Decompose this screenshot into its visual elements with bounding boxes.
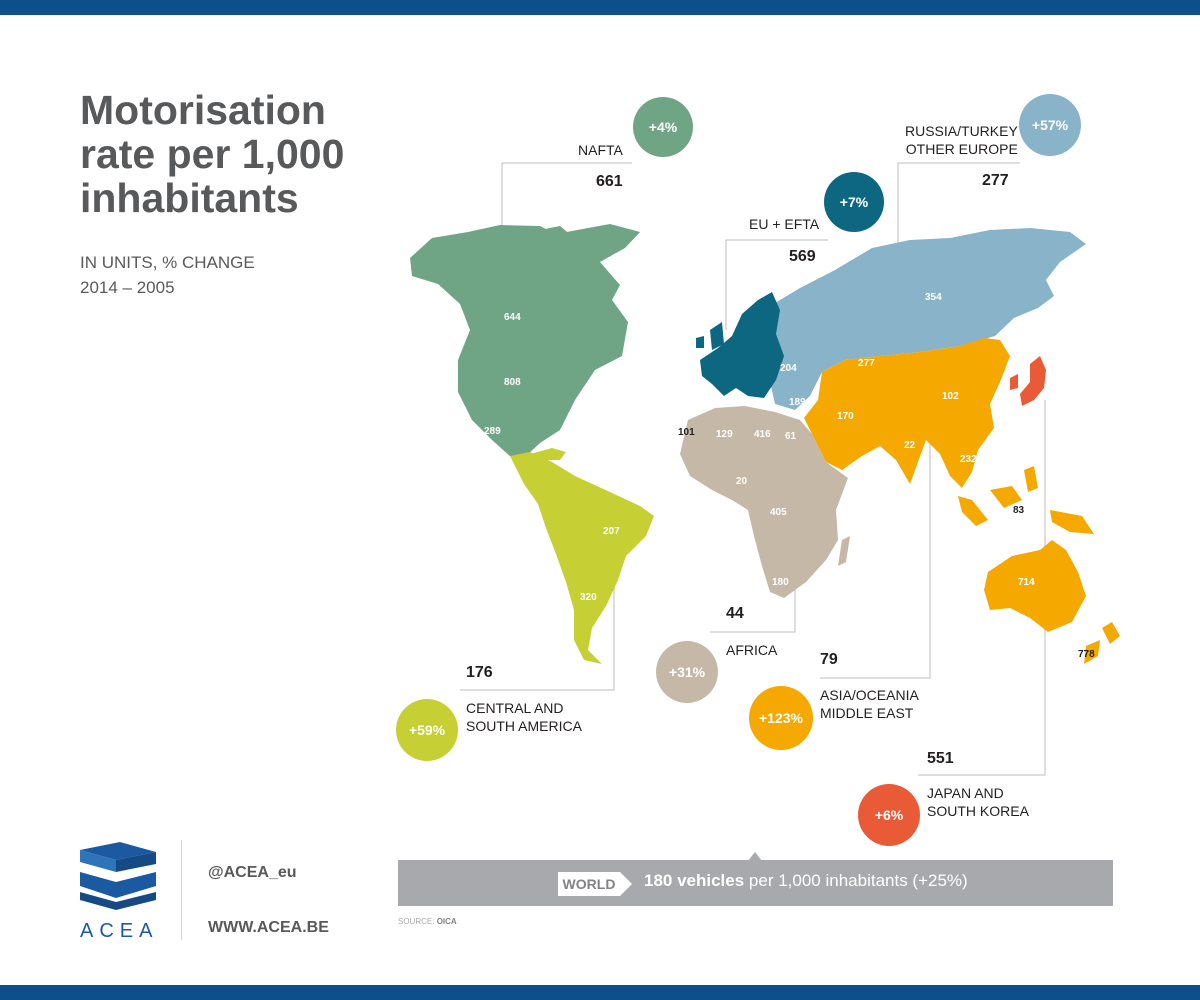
region-uk bbox=[696, 322, 724, 350]
region-australia bbox=[984, 540, 1086, 632]
label-samerica-line2: SOUTH AMERICA bbox=[466, 718, 582, 734]
country-value-angola: 405 bbox=[770, 507, 787, 518]
country-value-new-zealand: 778 bbox=[1078, 649, 1095, 660]
region-caribbean bbox=[530, 448, 566, 460]
label-asia: ASIA/OCEANIA MIDDLE EAST bbox=[820, 686, 919, 722]
label-japan-line2: SOUTH KOREA bbox=[927, 803, 1029, 819]
world-pointer bbox=[748, 852, 762, 861]
country-value-thailand: 232 bbox=[960, 454, 977, 465]
country-value-south-africa: 180 bbox=[772, 577, 789, 588]
region-asia bbox=[804, 338, 1010, 488]
subtitle: IN UNITS, % CHANGE 2014 – 2005 bbox=[80, 250, 255, 300]
label-japan: JAPAN AND SOUTH KOREA bbox=[927, 784, 1029, 820]
badge-nafta-change: +4% bbox=[633, 97, 693, 157]
country-value-australia: 714 bbox=[1018, 577, 1035, 588]
country-value-china: 102 bbox=[942, 391, 959, 402]
country-value-libya: 416 bbox=[754, 429, 771, 440]
country-value-india: 22 bbox=[904, 440, 916, 451]
region-africa bbox=[680, 406, 848, 598]
twitter-handle[interactable]: @ACEA_eu bbox=[208, 864, 297, 881]
value-eu: 569 bbox=[789, 248, 816, 265]
badge-eu-change: +7% bbox=[824, 172, 884, 232]
country-value-egypt: 61 bbox=[785, 431, 797, 442]
source-value: OICA bbox=[436, 917, 457, 926]
world-summary-bar bbox=[398, 860, 1113, 906]
country-value-kazakhstan: 277 bbox=[858, 358, 875, 369]
leader-line-eu bbox=[725, 239, 828, 330]
website-link[interactable]: WWW.ACEA.BE bbox=[208, 919, 329, 936]
label-russia-line1: RUSSIA/TURKEY bbox=[905, 123, 1018, 139]
badge-russia-change: +57% bbox=[1019, 94, 1081, 156]
subtitle-units: IN UNITS, % CHANGE bbox=[80, 253, 255, 272]
label-russia-line2: OTHER EUROPE bbox=[905, 141, 1018, 157]
region-russia-turkey bbox=[770, 228, 1086, 410]
acea-logo-text: ACEA bbox=[80, 920, 159, 942]
region-japan-korea bbox=[1010, 356, 1046, 406]
badge-africa-change: +31% bbox=[656, 641, 718, 703]
region-madagascar bbox=[838, 536, 850, 566]
country-value-mexico: 289 bbox=[484, 426, 501, 437]
region-nafta-islands bbox=[530, 226, 606, 246]
region-new-zealand bbox=[1084, 622, 1120, 664]
label-africa: AFRICA bbox=[726, 642, 778, 658]
label-asia-line2: MIDDLE EAST bbox=[820, 705, 914, 721]
country-value-russia: 354 bbox=[925, 292, 942, 303]
country-value-usa: 808 bbox=[504, 377, 521, 388]
country-value-indonesia: 83 bbox=[1013, 505, 1025, 516]
country-value-iran: 170 bbox=[837, 411, 854, 422]
region-south-america bbox=[510, 452, 654, 664]
country-value-argentina: 320 bbox=[580, 592, 597, 603]
world-summary-text: 180 vehicles per 1,000 inhabitants (+25%… bbox=[644, 871, 968, 891]
bottom-brand-bar bbox=[0, 985, 1200, 1000]
acea-logo-icon bbox=[80, 842, 156, 910]
country-value-turkey: 189 bbox=[789, 397, 806, 408]
world-tab-arrow bbox=[620, 872, 632, 896]
label-nafta: NAFTA bbox=[578, 142, 623, 158]
country-value-ukraine: 204 bbox=[780, 363, 797, 374]
top-brand-bar bbox=[0, 0, 1200, 15]
region-nafta bbox=[410, 224, 640, 458]
label-japan-line1: JAPAN AND bbox=[927, 785, 1004, 801]
value-russia: 277 bbox=[982, 172, 1009, 189]
region-eu-efta bbox=[700, 292, 784, 398]
label-samerica: CENTRAL AND SOUTH AMERICA bbox=[466, 699, 582, 735]
leader-line-asia bbox=[820, 420, 931, 679]
badge-samerica-change: +59% bbox=[396, 699, 458, 761]
subtitle-period: 2014 – 2005 bbox=[80, 278, 175, 297]
leader-line-samerica bbox=[460, 540, 615, 691]
badge-asia-change: +123% bbox=[749, 686, 813, 750]
country-value-canada: 644 bbox=[504, 312, 521, 323]
world-tab: WORLD bbox=[558, 872, 620, 896]
value-africa: 44 bbox=[726, 605, 744, 622]
value-nafta: 661 bbox=[596, 173, 623, 190]
leader-lines bbox=[460, 162, 1046, 776]
page-title: Motorisation rate per 1,000 inhabitants bbox=[80, 87, 345, 221]
value-japan: 551 bbox=[927, 750, 954, 767]
value-samerica: 176 bbox=[466, 664, 493, 681]
region-southeast-asia bbox=[958, 466, 1094, 534]
country-value-morocco: 101 bbox=[678, 427, 695, 438]
value-asia: 79 bbox=[820, 651, 838, 668]
world-summary-bold: 180 vehicles bbox=[644, 871, 745, 890]
world-summary-rest: per 1,000 inhabitants (+25%) bbox=[744, 871, 968, 890]
country-value-nigeria: 20 bbox=[736, 476, 748, 487]
label-samerica-line1: CENTRAL AND bbox=[466, 700, 564, 716]
source-note: SOURCE: OICA bbox=[398, 917, 457, 926]
badge-japan-change: +6% bbox=[858, 784, 920, 846]
country-value-algeria: 129 bbox=[716, 429, 733, 440]
leader-line-japan bbox=[918, 400, 1046, 776]
source-label: SOURCE: bbox=[398, 917, 435, 926]
label-eu: EU + EFTA bbox=[749, 216, 820, 232]
country-value-brazil: 207 bbox=[603, 526, 620, 537]
footer-divider bbox=[181, 840, 182, 940]
label-russia: RUSSIA/TURKEY OTHER EUROPE bbox=[905, 122, 1018, 158]
label-asia-line1: ASIA/OCEANIA bbox=[820, 687, 919, 703]
